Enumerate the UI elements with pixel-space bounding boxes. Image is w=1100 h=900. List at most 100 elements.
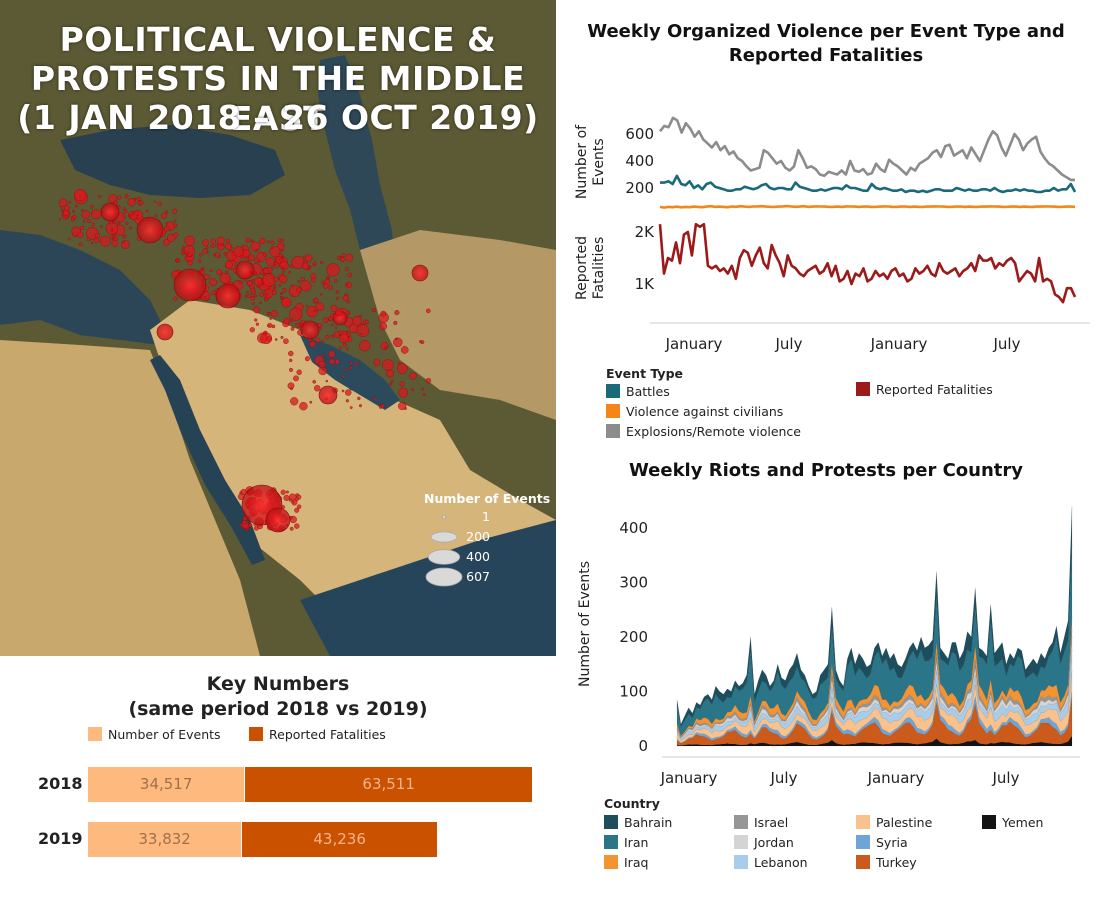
event-bubble	[351, 315, 362, 326]
event-bubble	[281, 297, 292, 308]
area-layer-iran[interactable]	[676, 543, 1073, 737]
series-line-battles[interactable]	[660, 174, 1077, 194]
legend-item-battles[interactable]: Battles	[606, 384, 670, 399]
event-bubble	[265, 257, 275, 267]
event-bubble	[217, 255, 221, 258]
legend-label: Yemen	[1002, 815, 1044, 830]
series-line-reported-fatalities[interactable]	[658, 222, 1077, 304]
event-bubble	[173, 223, 178, 228]
map-size-legend: 1 200 400 607	[425, 509, 490, 587]
area-layer-bahrain[interactable]	[676, 506, 1073, 728]
y-axis-title: Fatalities	[591, 237, 607, 299]
event-bubble	[259, 292, 264, 297]
event-bubble	[117, 221, 121, 225]
legend-label-reported-fatalities: Reported Fatalities	[876, 382, 993, 397]
event-bubble	[364, 319, 369, 324]
protests-area-chart[interactable]: 0 100 200 300 400 Number of Events January July…	[560, 494, 1100, 794]
event-bubble	[321, 280, 325, 285]
event-bubble	[390, 380, 394, 383]
legend-swatch	[856, 835, 870, 849]
event-bubble	[199, 269, 202, 272]
series-line-explosions-remote-violence[interactable]	[658, 116, 1075, 182]
event-bubble	[263, 267, 270, 274]
event-bubble	[239, 281, 242, 284]
event-bubble	[315, 337, 321, 343]
map-legend-label: 1	[482, 509, 490, 524]
event-map[interactable]: Number of Events 1 200 400 607	[0, 0, 556, 656]
event-bubble	[130, 213, 138, 221]
key-numbers-title: Key Numbers (same period 2018 vs 2019)	[0, 672, 556, 722]
event-bubble	[78, 242, 83, 247]
event-bubble	[282, 288, 287, 293]
area-layer-syria[interactable]	[676, 690, 1073, 744]
map-legend-bubble	[430, 531, 458, 543]
event-bubble	[349, 361, 354, 365]
area-layer-turkey[interactable]	[676, 696, 1073, 746]
event-bubble	[334, 326, 338, 329]
event-bubble	[291, 499, 298, 506]
event-bubble	[244, 294, 248, 298]
event-bubble	[409, 372, 417, 380]
persian-gulf	[300, 335, 400, 410]
event-bubble	[329, 358, 336, 365]
legend-item-turkey[interactable]: Turkey	[856, 855, 917, 870]
legend-item-lebanon[interactable]: Lebanon	[734, 855, 808, 870]
area-layer-palestine[interactable]	[676, 670, 1073, 744]
legend-swatch	[856, 815, 870, 829]
event-bubble	[64, 204, 70, 211]
legend-item-number-of-events: Number of Events	[88, 727, 221, 742]
series-line-violence-against-civilians[interactable]	[659, 204, 1076, 209]
event-bubble	[294, 523, 300, 529]
area-layer-lebanon[interactable]	[676, 649, 1073, 741]
area-layer-jordan[interactable]	[676, 636, 1073, 739]
event-bubble	[288, 270, 292, 274]
legend-item-explosions[interactable]: Explosions/Remote violence	[606, 424, 801, 439]
bar-segment-fatalities[interactable]: 43,236	[242, 822, 438, 857]
event-bubble	[326, 277, 330, 280]
event-bubble	[322, 283, 329, 289]
y-axis-title: Reported	[574, 236, 590, 300]
event-bubble	[210, 244, 215, 249]
event-bubble	[419, 340, 423, 344]
legend-item-yemen[interactable]: Yemen	[982, 815, 1043, 830]
legend-item-jordan[interactable]: Jordan	[734, 835, 794, 850]
event-bubble	[252, 270, 256, 274]
legend-item-syria[interactable]: Syria	[856, 835, 908, 850]
legend-item-iran[interactable]: Iran	[604, 835, 648, 850]
event-bubble	[245, 237, 251, 243]
event-bubble	[122, 207, 127, 211]
x-tick-label: January	[867, 769, 925, 787]
year-label: 2018	[38, 774, 83, 793]
event-bubble	[345, 399, 349, 403]
y-tick-label: 0	[638, 737, 648, 755]
event-bubble	[296, 504, 302, 509]
map-title-line-3: (1 JAN 2018 – 26 OCT 2019)	[17, 98, 539, 137]
legend-item-iraq[interactable]: Iraq	[604, 855, 648, 870]
event-bubble	[346, 347, 349, 350]
event-bubble	[290, 387, 293, 391]
event-bubble	[290, 397, 299, 406]
area-layer-israel[interactable]	[676, 629, 1073, 739]
event-bubble	[81, 210, 91, 219]
event-bubble	[322, 353, 325, 357]
legend-item-reported-fatalities-line[interactable]: Reported Fatalities	[856, 382, 993, 397]
legend-item-bahrain[interactable]: Bahrain	[604, 815, 672, 830]
violence-line-chart[interactable]: 200 400 600 Number of Events 1K 2K Reported Fata…	[560, 90, 1100, 360]
event-bubble	[82, 220, 86, 223]
event-bubble	[251, 273, 255, 277]
bar-segment-events[interactable]: 34,517	[88, 767, 245, 802]
event-bubble	[338, 346, 342, 350]
map-title-line-1: POLITICAL VIOLENCE &	[59, 20, 497, 59]
area-layer-yemen[interactable]	[676, 735, 1073, 747]
legend-swatch-fatalities	[249, 727, 263, 741]
legend-item-israel[interactable]: Israel	[734, 815, 788, 830]
legend-item-palestine[interactable]: Palestine	[856, 815, 932, 830]
legend-item-violence-against-civilians[interactable]: Violence against civilians	[606, 404, 783, 419]
bar-segment-fatalities[interactable]: 63,511	[245, 767, 532, 802]
event-bubble	[306, 304, 309, 308]
event-bubble-large	[265, 507, 291, 533]
bar-segment-events[interactable]: 33,832	[88, 822, 242, 857]
event-bubble	[279, 258, 284, 263]
y-axis-title: Number of	[574, 124, 590, 199]
y-tick-label: 300	[619, 574, 648, 592]
